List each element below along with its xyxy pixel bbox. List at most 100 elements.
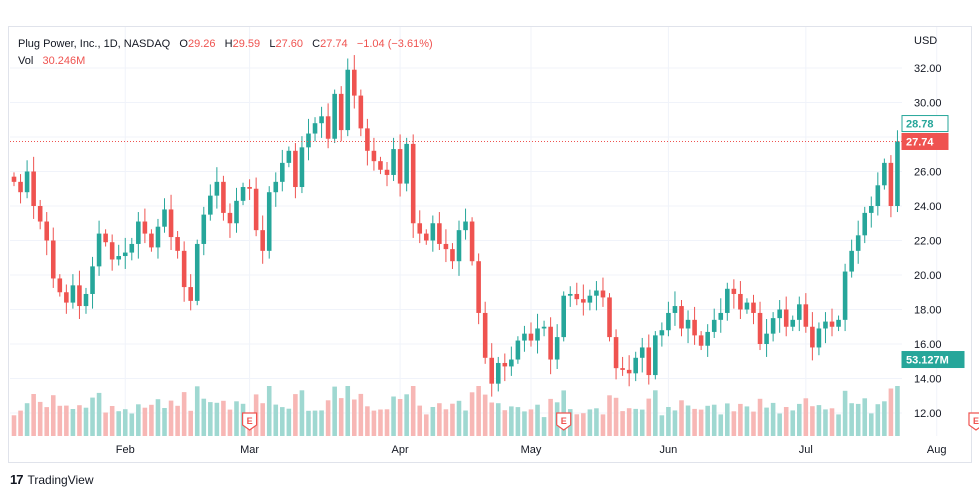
- candle-body: [142, 221, 148, 234]
- candle-body: [548, 326, 553, 360]
- low-value: 27.60: [275, 38, 303, 50]
- candle-body: [253, 188, 259, 231]
- volume-bar: [888, 388, 894, 436]
- price-labels: 28.78 27.74 53.127M: [901, 115, 965, 369]
- candle-body: [581, 299, 586, 303]
- candle-body: [823, 321, 828, 329]
- volume-bar: [463, 410, 468, 436]
- volume-bar: [600, 414, 606, 436]
- candle-body: [718, 312, 724, 320]
- candle-body: [868, 206, 874, 213]
- volume-bar: [476, 386, 481, 436]
- candle-body: [639, 347, 645, 358]
- candle-body: [607, 297, 612, 338]
- candle-body: [685, 319, 691, 329]
- candle-body: [574, 293, 580, 300]
- volume-bars: [11, 386, 900, 436]
- volume-bar: [489, 402, 495, 436]
- candle-body: [234, 200, 239, 224]
- candle-body: [312, 123, 318, 134]
- tradingview-footer[interactable]: 17 TradingView: [10, 472, 94, 487]
- volume-bar: [666, 407, 671, 436]
- symbol-title[interactable]: Plug Power, Inc., 1D, NASDAQ: [18, 38, 171, 50]
- volume-bar: [895, 386, 900, 436]
- volume-bar: [273, 404, 279, 436]
- candle-body: [875, 185, 881, 206]
- price-label-text: 28.78: [906, 119, 934, 131]
- volume-bar: [705, 405, 710, 436]
- volume-bar: [266, 386, 272, 436]
- volume-bar: [18, 410, 23, 436]
- volume-bar: [397, 399, 403, 436]
- candle-body: [11, 176, 17, 182]
- candle-body: [194, 243, 200, 301]
- ohlc-legend: Plug Power, Inc., 1D, NASDAQ O29.26 H29.…: [18, 36, 433, 70]
- tradingview-logo-icon: 17: [10, 472, 24, 487]
- candle-body: [456, 230, 462, 262]
- candle-body: [613, 337, 619, 369]
- volume-bar: [495, 403, 501, 436]
- volume-bar: [797, 403, 802, 436]
- candle-body: [705, 331, 710, 346]
- candle-body: [666, 312, 671, 331]
- candle-body: [711, 319, 717, 332]
- candle-body: [338, 93, 344, 131]
- candle-body: [587, 295, 593, 303]
- candle-body: [266, 192, 272, 251]
- volume-bar: [639, 409, 645, 436]
- x-tick-label: Apr: [392, 444, 409, 456]
- volume-bar: [129, 413, 135, 436]
- volume-bar: [64, 405, 69, 436]
- volume-bar: [502, 410, 508, 436]
- candle-body: [567, 293, 573, 296]
- candle-body: [482, 312, 488, 358]
- candle-body: [515, 340, 521, 360]
- candle-body: [162, 209, 167, 227]
- candle-body: [541, 326, 547, 329]
- volume-bar: [653, 390, 658, 436]
- volume-bar: [37, 401, 43, 436]
- candle-body: [208, 195, 213, 215]
- time-axis[interactable]: Feb Mar Apr May Jun Jul Aug: [116, 444, 947, 456]
- volume-bar: [280, 407, 285, 436]
- earnings-badge: [968, 412, 979, 431]
- candle-body: [410, 143, 416, 224]
- volume-bar: [155, 399, 161, 436]
- candle-body: [895, 141, 900, 206]
- candle-body: [358, 95, 364, 129]
- candle-body: [698, 335, 704, 346]
- volume-bar: [24, 403, 30, 436]
- volume-bar: [70, 409, 76, 436]
- y-tick-label: 32.00: [914, 63, 942, 75]
- volume-bar: [777, 413, 782, 436]
- candle-body: [528, 333, 534, 341]
- volume-bar: [522, 411, 527, 436]
- candle-body: [221, 181, 226, 213]
- volume-bar: [194, 386, 200, 436]
- x-tick-label: May: [521, 444, 542, 456]
- volume-bar: [299, 390, 305, 436]
- volume-bar: [770, 402, 776, 436]
- candle-body: [397, 149, 403, 184]
- candle-body: [299, 147, 305, 188]
- candle-body: [489, 357, 495, 384]
- volume-bar: [162, 408, 167, 436]
- candle-body: [247, 187, 252, 189]
- x-tick-label: Mar: [240, 444, 259, 456]
- candle-body: [31, 171, 36, 206]
- volume-bar: [751, 411, 756, 436]
- volume-bar: [404, 394, 409, 436]
- volume-bar: [581, 413, 586, 436]
- candle-body: [522, 333, 527, 341]
- volume-bar: [450, 403, 455, 436]
- candle-body: [18, 181, 23, 193]
- candle-body: [293, 150, 298, 188]
- ohlc-row: Plug Power, Inc., 1D, NASDAQ O29.26 H29.…: [18, 36, 433, 53]
- volume-bar: [44, 407, 50, 436]
- volume-bar: [31, 394, 36, 436]
- price-label-box: [901, 115, 949, 133]
- volume-bar: [882, 401, 887, 436]
- volume-bar: [633, 408, 638, 436]
- volume-bar: [829, 408, 835, 436]
